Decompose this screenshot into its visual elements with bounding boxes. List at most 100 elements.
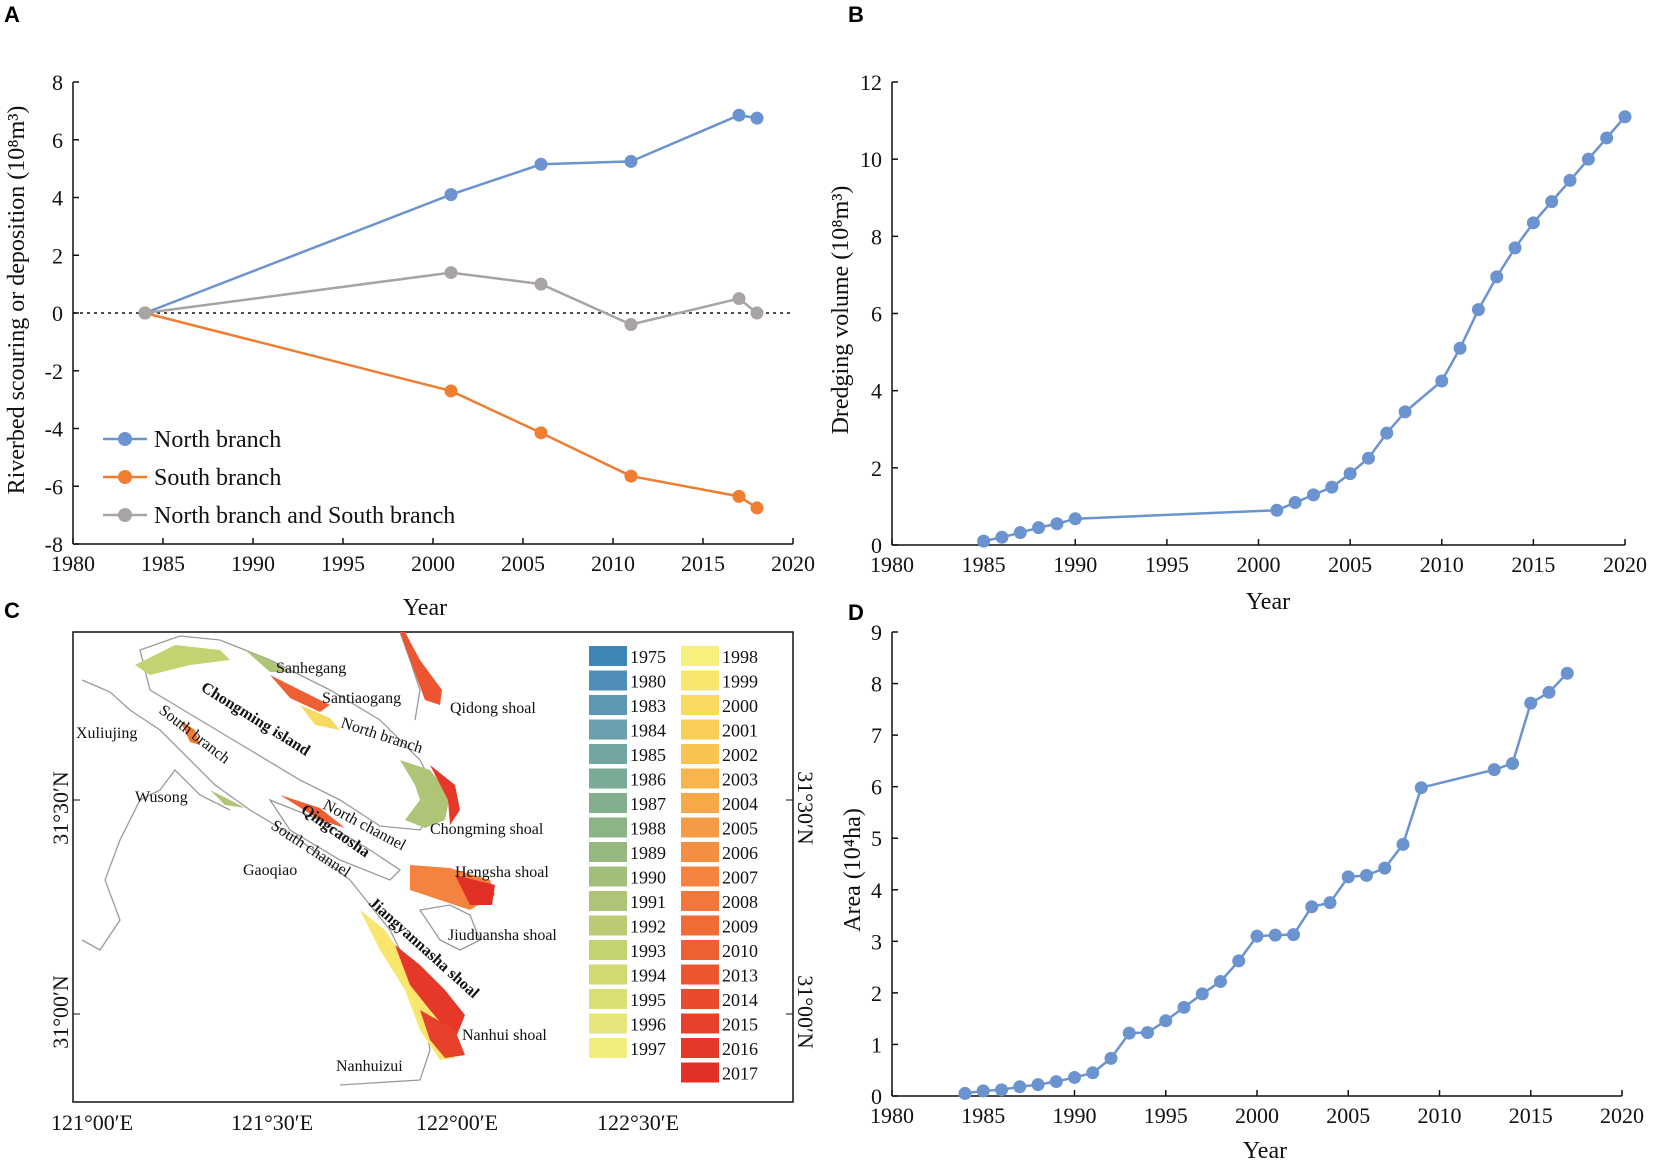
patch-chongming-shoal-b bbox=[430, 765, 460, 825]
data-point bbox=[138, 306, 152, 320]
legend-swatch bbox=[681, 719, 719, 740]
legend-year: 2013 bbox=[722, 966, 758, 986]
data-point bbox=[1508, 241, 1522, 255]
x-tick-label: 2010 bbox=[591, 551, 635, 576]
data-point bbox=[1032, 521, 1046, 535]
legend-year: 2000 bbox=[722, 696, 758, 716]
data-point bbox=[624, 318, 638, 332]
data-point bbox=[1471, 303, 1485, 317]
data-point bbox=[958, 1086, 972, 1100]
x-tick-label: 1990 bbox=[1053, 1103, 1097, 1128]
y-tick-label: -8 bbox=[45, 532, 63, 557]
data-point bbox=[1122, 1026, 1136, 1040]
data-point bbox=[1141, 1026, 1154, 1040]
legend-marker-both bbox=[118, 508, 132, 522]
data-point bbox=[1506, 756, 1519, 770]
y-tick-label: -2 bbox=[45, 359, 63, 384]
y-axis-title: Riverbed scouring or deposition (10⁸m³) bbox=[4, 106, 30, 495]
y-tick-label: 4 bbox=[871, 379, 882, 404]
y-tick-label: 3 bbox=[871, 929, 882, 954]
panel-label-b: B bbox=[848, 2, 864, 27]
legend-swatch bbox=[681, 768, 719, 789]
data-point bbox=[1378, 861, 1392, 875]
data-point bbox=[1435, 374, 1449, 388]
legend-year: 2016 bbox=[722, 1039, 758, 1059]
map-label-wusong: Wusong bbox=[135, 789, 188, 806]
inland-line bbox=[81, 769, 231, 951]
data-point bbox=[732, 489, 746, 503]
data-point bbox=[1341, 870, 1355, 884]
legend-swatch bbox=[681, 670, 719, 691]
data-point bbox=[1563, 173, 1577, 187]
legend-swatch bbox=[681, 793, 719, 813]
y-tick-label: 7 bbox=[871, 723, 882, 748]
data-point bbox=[732, 292, 746, 306]
x-tick-label: 2020 bbox=[1600, 1103, 1644, 1128]
legend-year: 1994 bbox=[630, 966, 666, 986]
x-tick-label: 1995 bbox=[1145, 552, 1189, 577]
legend-year: 1985 bbox=[630, 745, 666, 765]
x-tick-label: 2000 bbox=[411, 551, 455, 576]
data-point bbox=[1398, 405, 1412, 419]
y-tick-label: 8 bbox=[52, 70, 63, 95]
data-point bbox=[1232, 954, 1246, 968]
shoal-patches bbox=[135, 632, 495, 1060]
data-point bbox=[534, 277, 548, 291]
data-point bbox=[976, 1084, 990, 1098]
legend-swatch bbox=[681, 744, 719, 764]
jiuduansha-outline bbox=[418, 904, 481, 951]
map-label-nanhuizui: Nanhuizui bbox=[336, 1058, 403, 1075]
x-tick-label: 1985 bbox=[961, 1103, 1005, 1128]
x-tick-label: 2015 bbox=[681, 551, 725, 576]
data-point bbox=[1195, 987, 1209, 1001]
y-tick-label: 4 bbox=[871, 878, 882, 903]
panel-label-a: A bbox=[4, 2, 20, 27]
data-point bbox=[750, 306, 764, 320]
legend-swatch bbox=[589, 1038, 627, 1058]
legend-marker-south bbox=[118, 470, 132, 484]
lon-label-1: 121°00′E bbox=[51, 1110, 133, 1135]
legend-swatch bbox=[589, 964, 627, 985]
lat-label-right-2: 31°00′N bbox=[793, 975, 818, 1049]
data-point bbox=[1325, 480, 1339, 494]
y-tick-label: 12 bbox=[860, 70, 882, 95]
y-tick-label: 1 bbox=[871, 1032, 882, 1057]
x-tick-label: 1985 bbox=[962, 552, 1006, 577]
legend-year: 1987 bbox=[630, 794, 666, 814]
data-point bbox=[1545, 195, 1559, 209]
legend-swatch bbox=[681, 1062, 719, 1083]
panel-label-c: C bbox=[4, 598, 20, 623]
legend-year: 1996 bbox=[630, 1015, 666, 1035]
map-label-nanhui: Nanhui shoal bbox=[462, 1027, 547, 1044]
data-point bbox=[750, 111, 764, 125]
lon-label-3: 122°00′E bbox=[416, 1110, 498, 1135]
legend-year: 1993 bbox=[630, 941, 666, 961]
x-tick-label: 1985 bbox=[141, 551, 185, 576]
data-point bbox=[1306, 488, 1320, 502]
y-tick-label: 10 bbox=[860, 147, 882, 172]
data-point bbox=[1159, 1014, 1173, 1028]
lat-label-left-1: 31°30′N bbox=[48, 771, 73, 845]
x-tick-label: 1990 bbox=[1053, 552, 1097, 577]
legend-swatch bbox=[589, 768, 627, 789]
lat-label-left-2: 31°00′N bbox=[48, 975, 73, 1049]
x-tick-label: 2005 bbox=[501, 551, 545, 576]
y-tick-label: -4 bbox=[45, 417, 63, 442]
data-point bbox=[1524, 696, 1538, 710]
data-point bbox=[534, 157, 548, 171]
lon-label-2: 121°30′E bbox=[231, 1110, 313, 1135]
y-tick-label: 6 bbox=[871, 775, 882, 800]
chart-a: 1980 1985 1990 1995 2000 2005 2010 2015 2020 -8 -6… bbox=[4, 70, 815, 621]
data-point bbox=[1526, 216, 1540, 230]
lon-label-4: 122°30′E bbox=[597, 1110, 679, 1135]
chart-d: 1980 1985 1990 1995 2000 2005 2010 2015 2020 0 1 2 3… bbox=[840, 620, 1644, 1162]
x-tick-label: 2005 bbox=[1326, 1103, 1370, 1128]
y-tick-label: 5 bbox=[871, 826, 882, 851]
legend-swatch bbox=[681, 1013, 719, 1034]
data-point bbox=[1490, 270, 1504, 284]
x-tick-label: 2000 bbox=[1237, 552, 1281, 577]
legend-year: 1997 bbox=[630, 1039, 666, 1059]
x-tick-label: 2010 bbox=[1418, 1103, 1462, 1128]
legend-swatch bbox=[589, 793, 627, 813]
